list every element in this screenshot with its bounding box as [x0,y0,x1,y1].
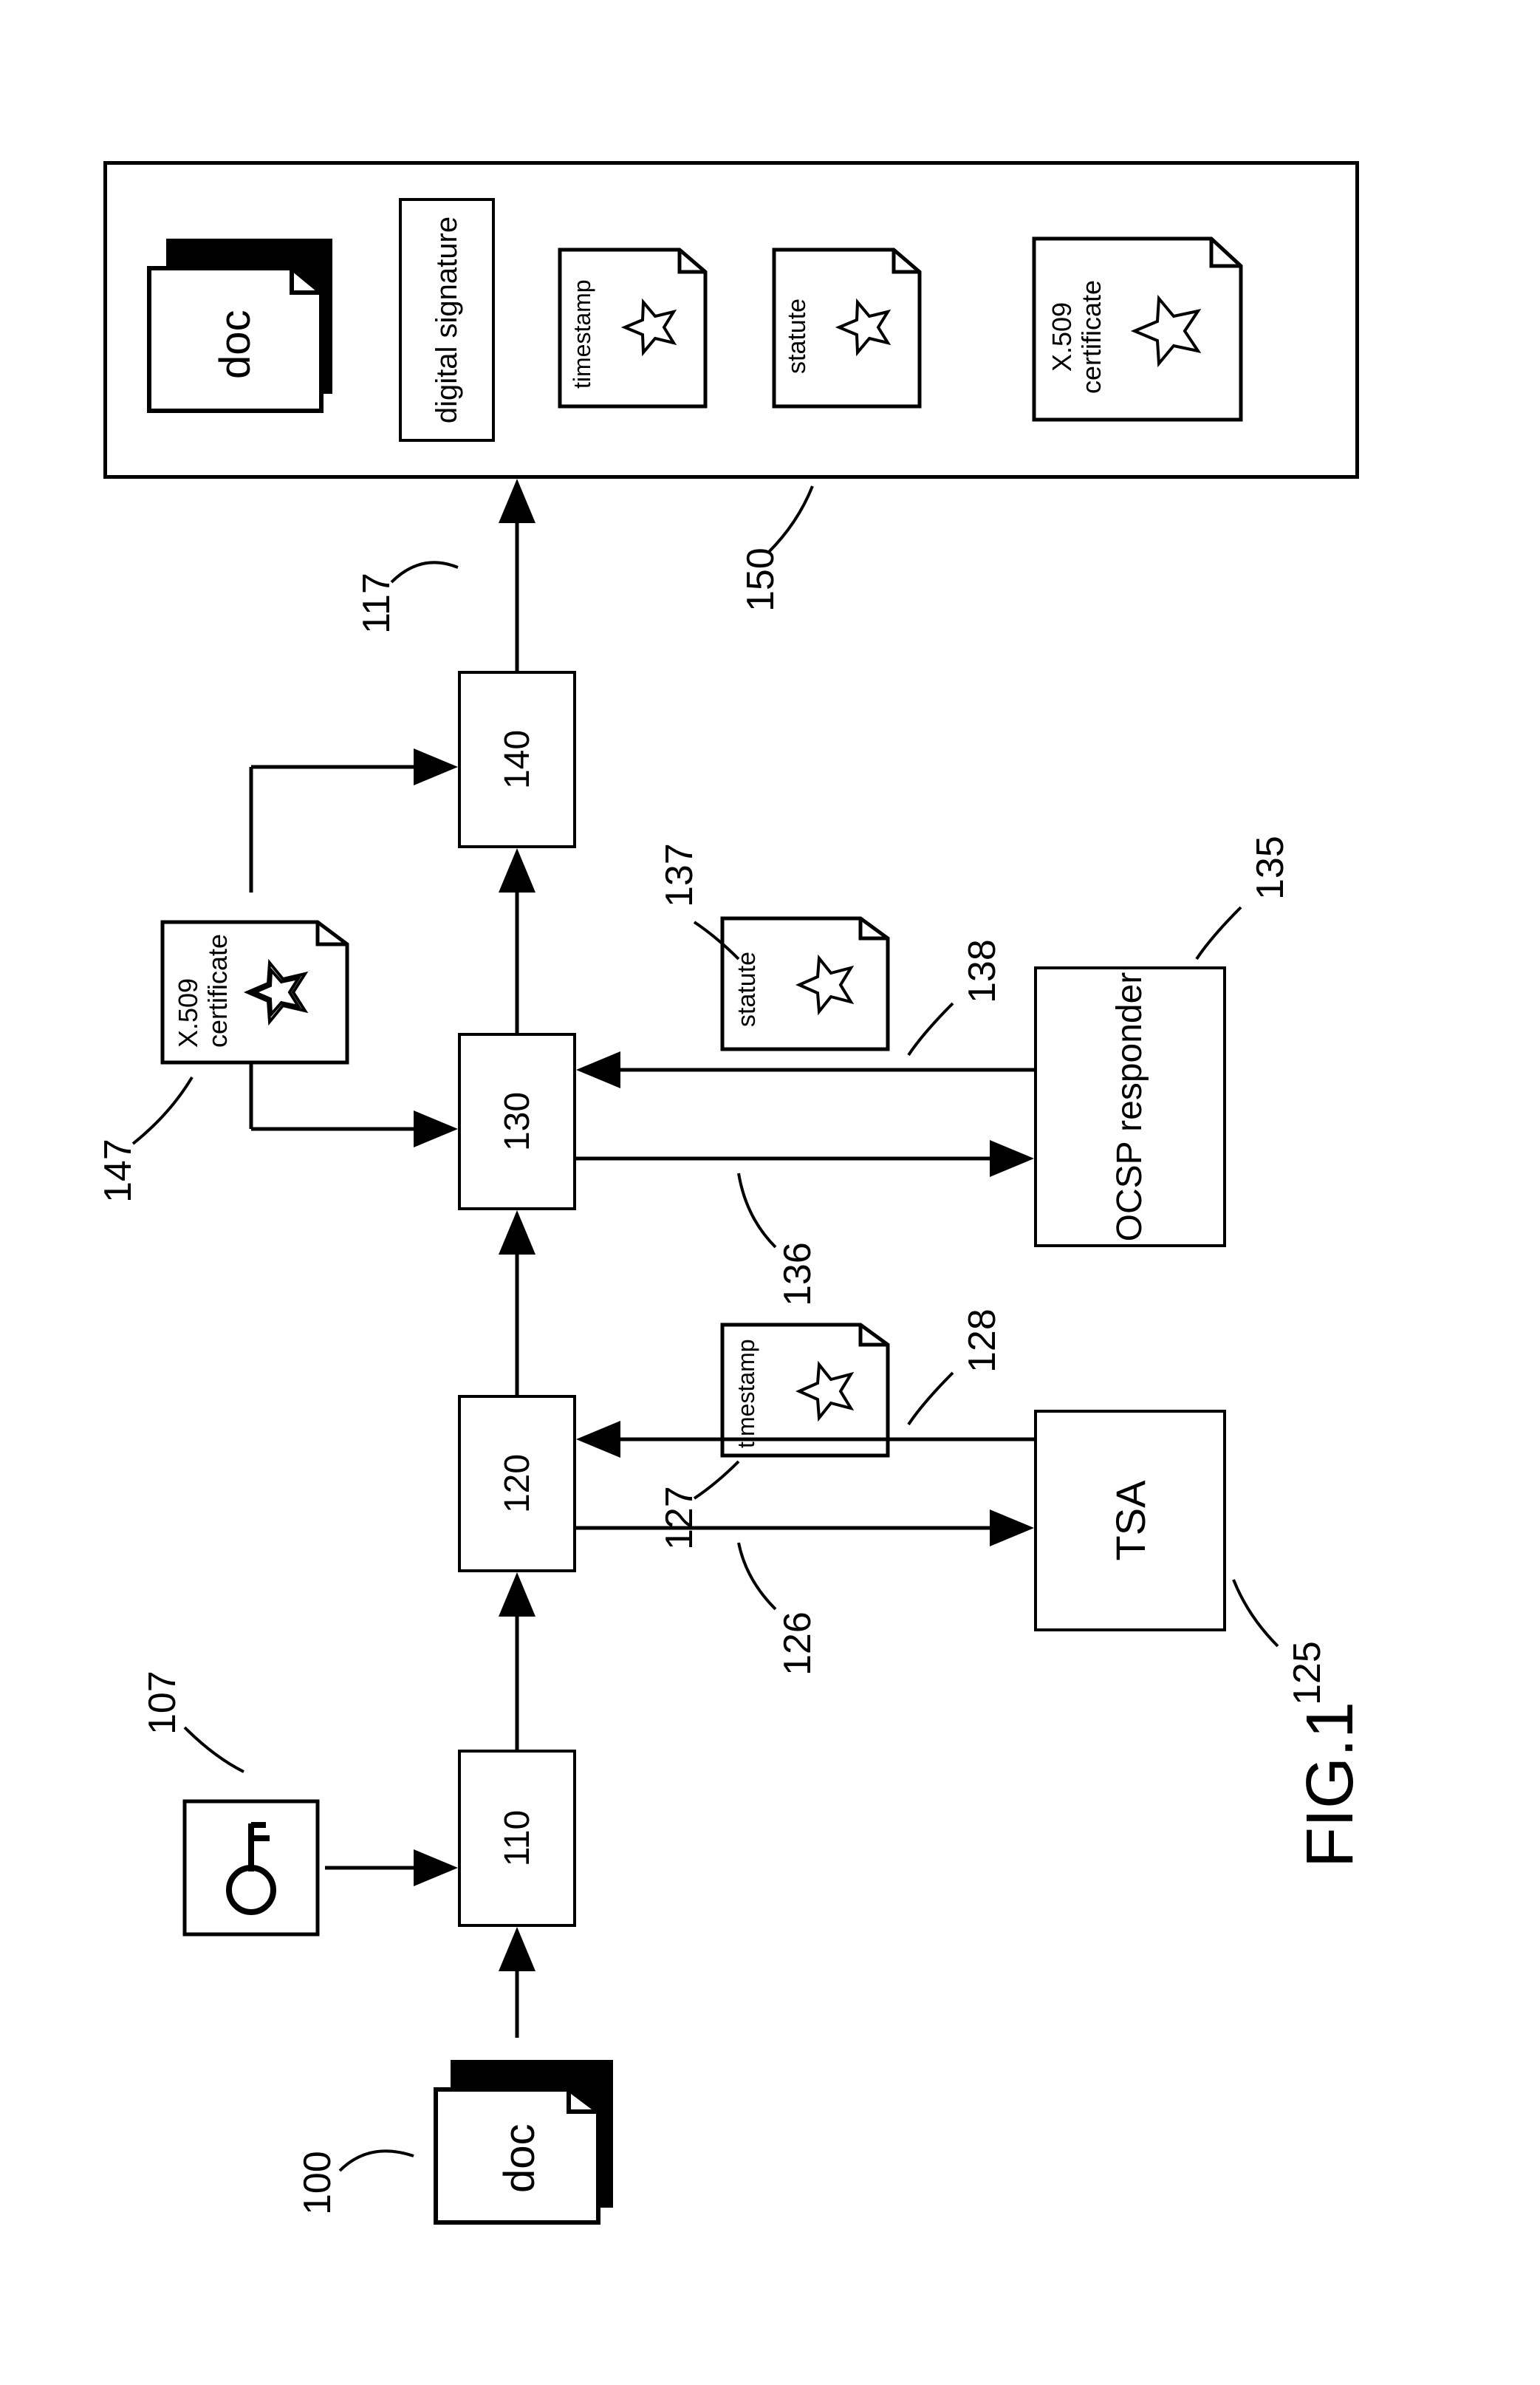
arrows-overlay [0,0,1540,2385]
ref-128: 128 [960,1308,1005,1373]
ref-125: 125 [1285,1641,1329,1705]
ref-147: 147 [96,1139,140,1203]
ref-107: 107 [140,1671,185,1735]
ref-127: 127 [657,1486,702,1550]
ref-136: 136 [776,1242,820,1306]
ref-126: 126 [776,1611,820,1676]
ref-150: 150 [739,547,783,612]
ref-100: 100 [295,2151,340,2215]
ref-135: 135 [1248,836,1293,900]
figure-1-diagram: FIG.1 doc 110 120 [0,845,1540,2385]
ref-138: 138 [960,939,1005,1003]
ref-117: 117 [355,573,399,634]
ref-137: 137 [657,843,702,907]
